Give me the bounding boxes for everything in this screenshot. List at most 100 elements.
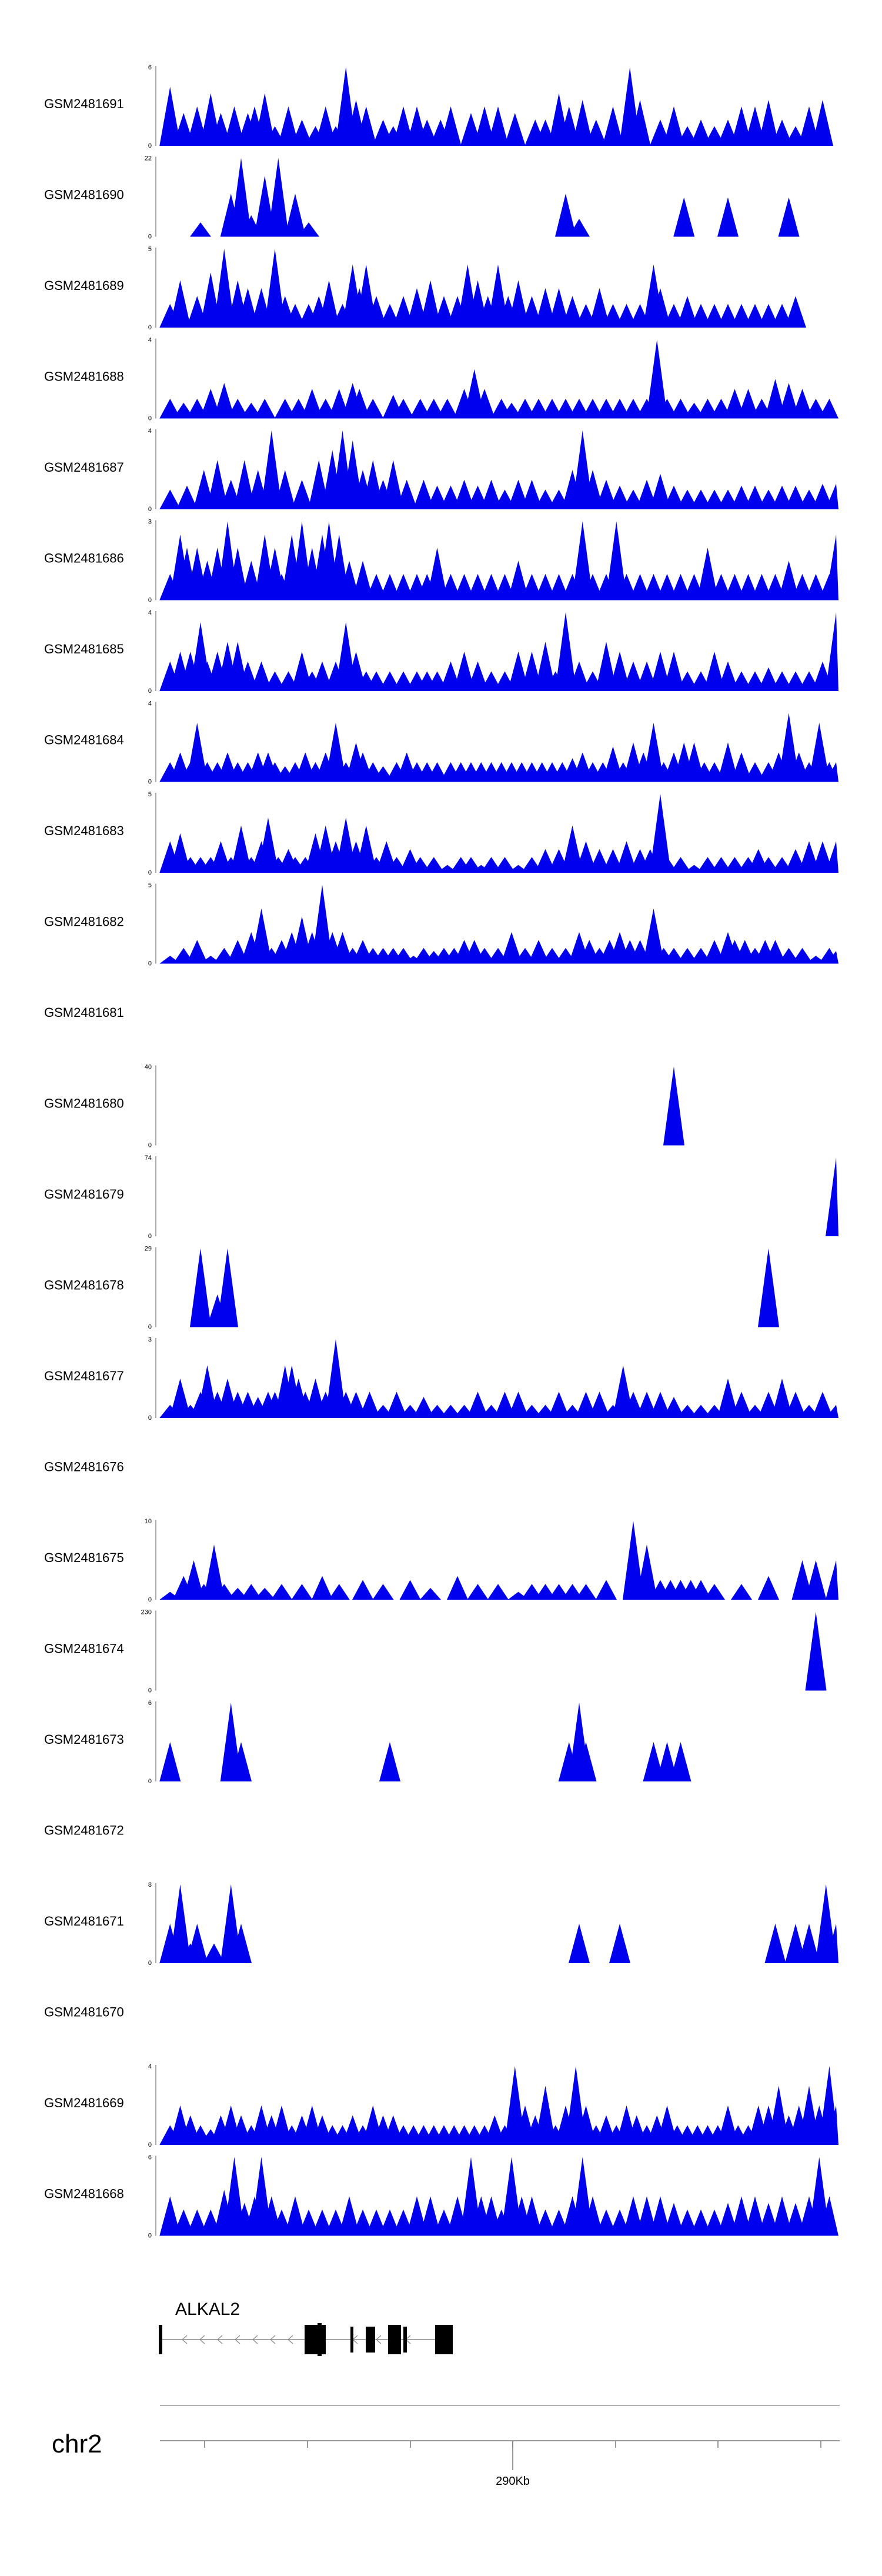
y-min-label: 0 bbox=[148, 1778, 152, 1785]
peak bbox=[352, 560, 373, 600]
track-label: GSM2481688 bbox=[44, 369, 124, 384]
track-label: GSM2481678 bbox=[44, 1278, 124, 1293]
peak bbox=[629, 99, 651, 146]
peak bbox=[771, 2196, 793, 2236]
peak bbox=[650, 288, 671, 328]
track-label: GSM2481673 bbox=[44, 1732, 124, 1747]
peak bbox=[569, 219, 590, 237]
peak bbox=[826, 1924, 838, 1963]
peak bbox=[173, 2209, 195, 2236]
y-min-label: 0 bbox=[148, 1960, 152, 1967]
y-max-label: 4 bbox=[148, 700, 152, 708]
peak bbox=[213, 1584, 235, 1600]
peak bbox=[697, 548, 719, 600]
peak bbox=[677, 489, 698, 509]
peak bbox=[670, 573, 691, 600]
peak bbox=[325, 1339, 346, 1418]
peak bbox=[778, 383, 800, 419]
peak bbox=[673, 197, 695, 237]
peak bbox=[268, 158, 289, 237]
y-max-label: 3 bbox=[148, 1336, 152, 1343]
peak bbox=[285, 2196, 306, 2236]
peak bbox=[159, 1742, 181, 1781]
peak bbox=[650, 1392, 671, 1418]
peak bbox=[480, 857, 502, 873]
peak bbox=[826, 612, 838, 691]
peak bbox=[704, 303, 725, 328]
peak bbox=[169, 1884, 191, 1963]
peak bbox=[643, 723, 664, 782]
peak bbox=[213, 249, 235, 328]
peak bbox=[352, 1580, 373, 1600]
y-min-label: 0 bbox=[148, 1142, 152, 1149]
peak bbox=[237, 661, 259, 691]
peak bbox=[596, 2209, 617, 2236]
peak bbox=[521, 1584, 543, 1600]
track-GSM2481686: GSM2481686 3 0 bbox=[44, 519, 838, 604]
peak bbox=[474, 947, 495, 964]
track-label: GSM2481689 bbox=[44, 278, 124, 293]
peak bbox=[656, 857, 678, 873]
track-GSM2481668: GSM2481668 6 0 bbox=[44, 2154, 838, 2240]
peak bbox=[393, 106, 414, 146]
y-min-label: 0 bbox=[148, 415, 152, 422]
peak bbox=[440, 106, 462, 146]
peak bbox=[298, 2209, 319, 2236]
peak bbox=[569, 399, 590, 419]
peak bbox=[623, 399, 644, 419]
exon bbox=[388, 2325, 401, 2354]
strand-arrow bbox=[235, 2335, 240, 2344]
peak bbox=[771, 485, 793, 509]
peak bbox=[379, 671, 400, 691]
peak bbox=[413, 1397, 435, 1418]
y-min-label: 0 bbox=[148, 2141, 152, 2148]
peak bbox=[382, 460, 404, 509]
peak bbox=[548, 1392, 570, 1418]
peak bbox=[690, 489, 711, 509]
peak bbox=[396, 479, 417, 509]
peak bbox=[731, 485, 752, 509]
exon bbox=[366, 2327, 375, 2353]
peak bbox=[433, 296, 455, 328]
track-GSM2481684: GSM2481684 4 0 bbox=[44, 700, 838, 786]
peak bbox=[731, 752, 752, 782]
peak bbox=[663, 652, 684, 691]
peak bbox=[528, 940, 549, 964]
peak bbox=[582, 470, 603, 509]
track-GSM2481691: GSM2481691 6 0 bbox=[44, 64, 833, 149]
peak bbox=[548, 1584, 570, 1600]
peak bbox=[785, 671, 806, 691]
track-label: GSM2481679 bbox=[44, 1187, 124, 1202]
peak bbox=[355, 825, 377, 873]
peak bbox=[420, 2196, 441, 2236]
track-label: GSM2481669 bbox=[44, 2095, 124, 2110]
peak bbox=[379, 573, 400, 600]
peak bbox=[366, 296, 387, 328]
y-min-label: 0 bbox=[148, 1233, 152, 1240]
peak bbox=[572, 99, 593, 146]
peak bbox=[169, 1379, 191, 1418]
y-max-label: 4 bbox=[148, 337, 152, 344]
peak bbox=[504, 113, 526, 146]
peak bbox=[791, 573, 813, 600]
peak bbox=[717, 1379, 739, 1418]
peak bbox=[704, 489, 725, 509]
peak bbox=[744, 303, 766, 328]
y-min-label: 0 bbox=[148, 1596, 152, 1603]
track-label: GSM2481687 bbox=[44, 460, 124, 475]
peak bbox=[325, 723, 346, 782]
strand-arrow bbox=[288, 2335, 293, 2344]
peak bbox=[230, 1742, 252, 1781]
peak bbox=[548, 288, 570, 328]
track-GSM2481685: GSM2481685 4 0 bbox=[44, 609, 838, 695]
peak bbox=[186, 723, 208, 782]
peak bbox=[582, 573, 603, 600]
peak bbox=[345, 1392, 367, 1418]
track-label: GSM2481676 bbox=[44, 1460, 124, 1474]
y-min-label: 0 bbox=[148, 1414, 152, 1422]
peak bbox=[250, 908, 272, 964]
peak bbox=[494, 857, 516, 873]
peak bbox=[744, 762, 766, 782]
peak bbox=[812, 841, 833, 873]
gene-name-label: ALKAL2 bbox=[175, 2300, 240, 2319]
